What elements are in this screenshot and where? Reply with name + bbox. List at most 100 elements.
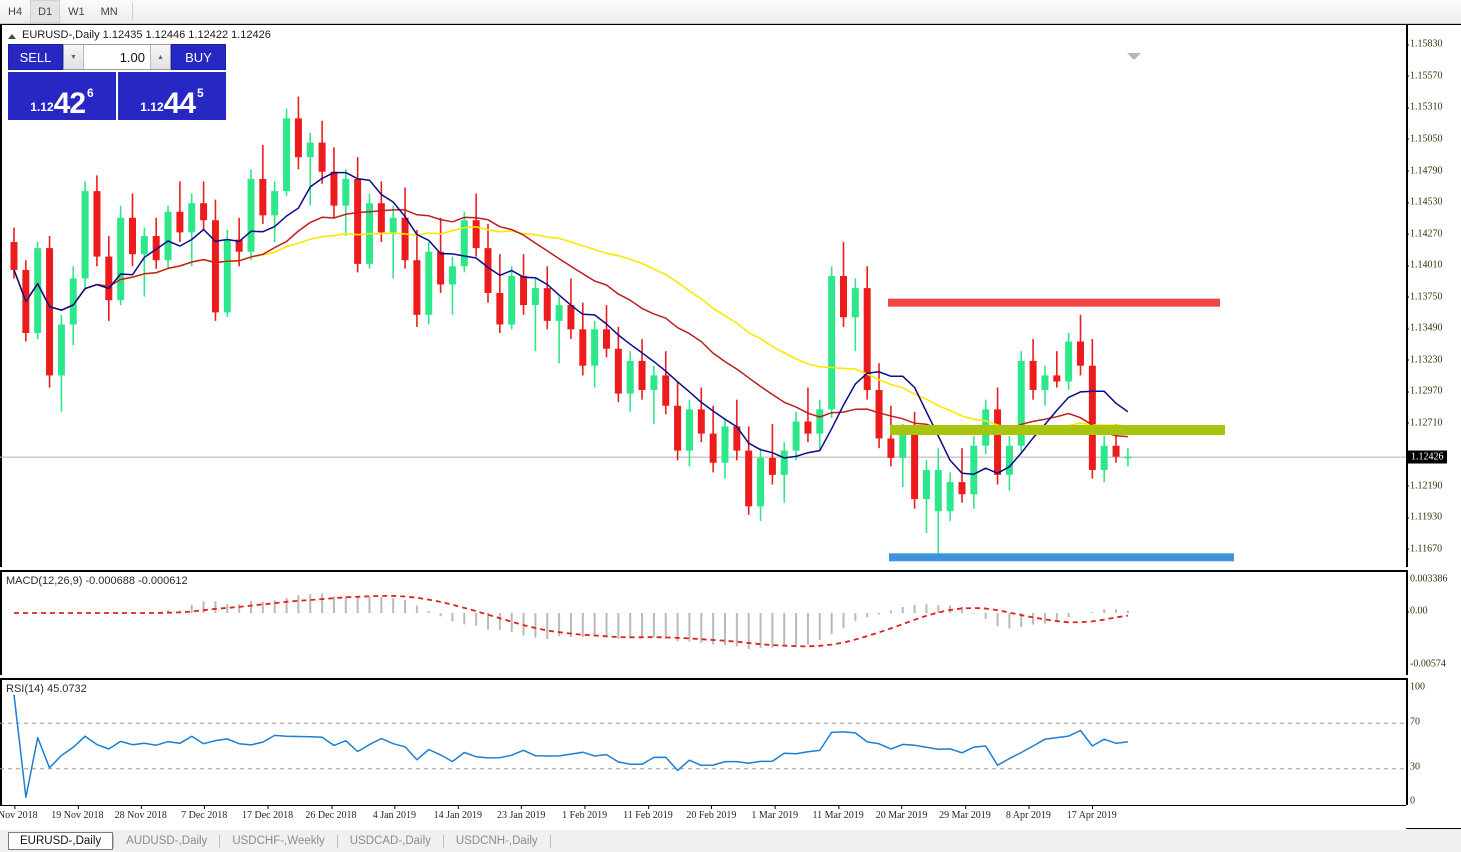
buy-price-main: 44 <box>163 87 196 121</box>
timeframe-button-h4[interactable]: H4 <box>8 5 23 18</box>
macd-svg <box>14 593 1129 649</box>
rsi-tick-0: 0 <box>1410 795 1415 807</box>
buy-price-quote[interactable]: 1.12 44 5 <box>118 72 226 120</box>
price-pane-left-axis <box>0 25 2 567</box>
date-tick-2: 28 Nov 2018 <box>114 805 167 821</box>
symbol-tab-eurusd[interactable]: EURUSD-,Daily <box>8 832 114 850</box>
timeframe-button-w1[interactable]: W1 <box>68 5 85 18</box>
price-scale[interactable]: 1.15830 1.15570 1.15310 1.15050 1.14790 1.145… <box>1405 25 1461 567</box>
trade-quotes-row: 1.12 42 6 1.12 44 5 <box>8 72 226 120</box>
macd-tick-min: -0.00574 <box>1410 658 1446 670</box>
rsi-caption: RSI(14) 45.0732 <box>6 683 87 695</box>
symbol-tab-usdcad[interactable]: USDCAD-,Daily <box>349 835 431 847</box>
symbol-ohlc-caption: EURUSD-,Daily 1.12435 1.12446 1.12422 1.… <box>22 29 271 41</box>
date-tick-5: 26 Dec 2018 <box>305 805 357 821</box>
volume-decrease-icon[interactable]: ▼ <box>64 45 84 69</box>
timeframe-button-mn[interactable]: MN <box>100 5 118 18</box>
price-tick-112970: 1.12970 <box>1406 385 1443 397</box>
sell-price-main: 42 <box>53 87 86 121</box>
timeframe-toolbar: H4 D1 W1 MN <box>0 0 1461 24</box>
date-tick-17: 17 Apr 2019 <box>1066 805 1117 821</box>
price-tick-114270: 1.14270 <box>1406 228 1443 240</box>
tab-divider <box>442 834 444 848</box>
date-tick-4: 17 Dec 2018 <box>242 805 294 821</box>
date-axis: 9 Nov 2018 19 Nov 2018 28 Nov 2018 7 Dec 20… <box>0 805 1406 830</box>
price-tick-115310: 1.15310 <box>1406 101 1443 113</box>
sell-price-quote[interactable]: 1.12 42 6 <box>8 72 116 120</box>
chart-area[interactable]: EURUSD-,Daily 1.12435 1.12446 1.12422 1.… <box>0 24 1461 830</box>
price-tick-114530: 1.14530 <box>1406 196 1443 208</box>
date-tick-13: 11 Mar 2019 <box>812 805 864 821</box>
price-scale-line <box>1406 25 1408 567</box>
date-tick-16: 8 Apr 2019 <box>1005 805 1051 821</box>
price-svg <box>0 96 1406 562</box>
rsi-pane-left-axis <box>0 680 2 805</box>
symbol-tab-audusd[interactable]: AUDUSD-,Daily <box>126 835 208 847</box>
price-tick-115050: 1.15050 <box>1406 133 1443 145</box>
date-tick-0: 9 Nov 2018 <box>0 805 38 821</box>
date-tick-14: 20 Mar 2019 <box>875 805 928 821</box>
toolbar-divider <box>131 3 133 20</box>
rsi-scale-line <box>1406 678 1408 805</box>
symbol-tab-bar: EURUSD-,Daily AUDUSD-,Daily USDCHF-,Week… <box>0 830 1461 852</box>
price-tick-112190: 1.12190 <box>1406 480 1443 492</box>
macd-pane-left-axis <box>0 572 2 675</box>
trade-controls-row: SELL ▼ 1.00 ▲ BUY <box>8 44 226 70</box>
collapse-triangle-icon[interactable] <box>8 34 16 39</box>
buy-price-prefix: 1.12 <box>140 100 164 114</box>
date-tick-8: 23 Jan 2019 <box>497 805 546 821</box>
date-tick-7: 14 Jan 2019 <box>433 805 482 821</box>
rsi-plot <box>0 680 1406 805</box>
buy-price-fraction: 5 <box>197 86 204 100</box>
macd-caption: MACD(12,26,9) -0.000688 -0.000612 <box>6 575 188 587</box>
macd-scale-line <box>1406 570 1408 675</box>
price-tick-113490: 1.13490 <box>1406 322 1443 334</box>
symbol-tab-usdchf[interactable]: USDCHF-,Weekly <box>232 835 325 847</box>
price-tick-114790: 1.14790 <box>1406 165 1443 176</box>
rsi-tick-100: 100 <box>1410 681 1425 693</box>
sell-price-prefix: 1.12 <box>30 100 54 114</box>
volume-increase-icon[interactable]: ▲ <box>150 45 170 69</box>
price-tick-113230: 1.13230 <box>1406 354 1443 366</box>
macd-tick-zero: 0.00 <box>1406 605 1428 617</box>
date-tick-15: 29 Mar 2019 <box>939 805 991 821</box>
macd-scale: 0.003386 0.00 -0.00574 <box>1406 570 1461 675</box>
macd-pane[interactable]: MACD(12,26,9) -0.000688 -0.000612 <box>0 570 1406 675</box>
sell-price-fraction: 6 <box>87 86 94 100</box>
rsi-scale: 100 70 30 0 <box>1406 678 1461 807</box>
rsi-tick-30: 30 <box>1410 761 1420 773</box>
date-tick-1: 19 Nov 2018 <box>51 805 104 821</box>
tab-divider <box>113 834 115 848</box>
current-price-badge: 1.12426 <box>1408 450 1447 464</box>
price-pane[interactable]: EURUSD-,Daily 1.12435 1.12446 1.12422 1.… <box>0 25 1406 567</box>
symbol-tab-usdcnh[interactable]: USDCNH-,Daily <box>455 835 538 847</box>
one-click-trading-panel[interactable]: SELL ▼ 1.00 ▲ BUY 1.12 42 6 1.12 44 5 <box>8 44 226 120</box>
volume-stepper[interactable]: ▼ 1.00 ▲ <box>63 44 171 70</box>
price-tick-111930: 1.11930 <box>1405 511 1443 523</box>
date-tick-6: 4 Jan 2019 <box>372 805 417 821</box>
date-tick-10: 11 Feb 2019 <box>623 805 673 821</box>
tab-divider <box>336 834 338 848</box>
tab-divider <box>549 834 551 848</box>
timeframe-button-d1[interactable]: D1 <box>30 0 61 23</box>
price-tick-115570: 1.15570 <box>1406 70 1443 82</box>
macd-plot <box>0 572 1406 675</box>
price-tick-115830: 1.15830 <box>1406 38 1443 50</box>
rsi-tick-70: 70 <box>1410 716 1420 728</box>
chart-top-marker-icon <box>1127 53 1141 60</box>
price-tick-113750: 1.13750 <box>1406 291 1443 303</box>
sell-button[interactable]: SELL <box>8 44 63 70</box>
buy-button[interactable]: BUY <box>171 44 226 70</box>
date-tick-11: 20 Feb 2019 <box>686 805 737 821</box>
price-plot <box>0 25 1406 567</box>
date-tick-9: 1 Feb 2019 <box>562 805 608 821</box>
tab-divider <box>219 834 221 848</box>
date-tick-12: 1 Mar 2019 <box>751 805 799 821</box>
rsi-pane[interactable]: RSI(14) 45.0732 <box>0 678 1406 805</box>
price-tick-112710: 1.12710 <box>1406 417 1443 429</box>
volume-value[interactable]: 1.00 <box>119 49 145 65</box>
rsi-svg <box>0 694 1406 799</box>
price-tick-111670: 1.11670 <box>1405 543 1443 555</box>
macd-tick-max: 0.003386 <box>1410 573 1448 585</box>
